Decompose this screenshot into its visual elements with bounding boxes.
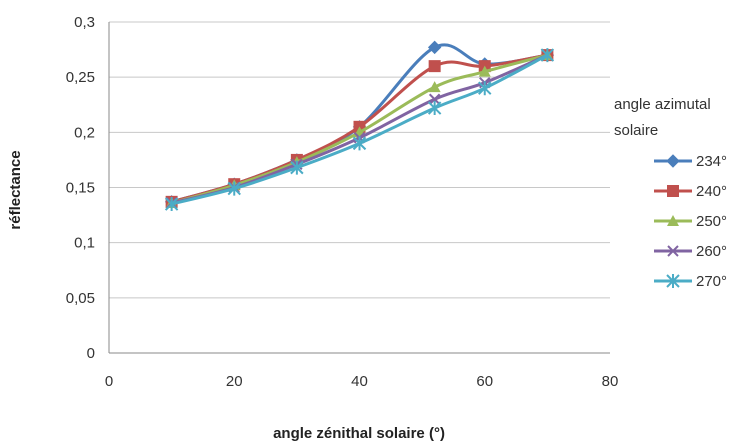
data-point bbox=[290, 160, 304, 175]
legend-marker bbox=[667, 185, 679, 197]
data-point bbox=[427, 101, 442, 116]
gridlines bbox=[109, 21, 610, 299]
data-point bbox=[478, 65, 491, 77]
data-point bbox=[478, 81, 492, 96]
legend-entry: 250° bbox=[654, 213, 727, 230]
y-tick-label: 0,3 bbox=[74, 14, 95, 31]
x-tick-label: 0 bbox=[105, 373, 113, 390]
x-tick-label: 80 bbox=[602, 373, 619, 390]
data-point bbox=[428, 60, 441, 73]
legend-entry: 270° bbox=[654, 273, 727, 290]
series-250 bbox=[165, 49, 554, 208]
legend-label: 270° bbox=[696, 273, 727, 290]
legend-label: 260° bbox=[696, 243, 727, 260]
legend-label: 250° bbox=[696, 213, 727, 230]
axes bbox=[108, 22, 610, 354]
data-point bbox=[227, 181, 241, 196]
series-lines bbox=[164, 40, 555, 212]
legend-marker bbox=[666, 154, 680, 168]
series-270 bbox=[164, 48, 555, 212]
legend-label: 234° bbox=[696, 153, 727, 170]
x-tick-labels: 0 20 40 60 80 bbox=[105, 373, 619, 390]
data-point bbox=[540, 48, 555, 63]
legend-entry: 260° bbox=[654, 243, 727, 260]
legend-entry: 234° bbox=[654, 153, 727, 170]
legend-marker bbox=[667, 215, 679, 226]
y-tick-label: 0,05 bbox=[66, 290, 95, 307]
x-axis-title: angle zénithal solaire (°) bbox=[273, 425, 445, 442]
legend-title-line-2: solaire bbox=[614, 122, 658, 139]
legend-title-line-1: angle azimutal bbox=[614, 96, 711, 113]
y-tick-label: 0,1 bbox=[74, 235, 95, 252]
data-point bbox=[352, 136, 367, 151]
legend-marker bbox=[667, 245, 679, 257]
data-point bbox=[428, 93, 441, 105]
y-axis-title: réflectance bbox=[7, 150, 24, 229]
legend-entry: 240° bbox=[654, 183, 727, 200]
legend-label: 240° bbox=[696, 183, 727, 200]
x-tick-label: 20 bbox=[226, 373, 243, 390]
data-point bbox=[428, 81, 441, 93]
x-tick-label: 60 bbox=[476, 373, 493, 390]
data-point bbox=[164, 197, 179, 212]
y-tick-label: 0,2 bbox=[74, 124, 95, 141]
y-tick-label: 0,15 bbox=[66, 180, 95, 197]
x-tick-label: 40 bbox=[351, 373, 368, 390]
legend: angle azimutal solaire 234° 240° 250° 260° 2… bbox=[614, 96, 727, 290]
data-point bbox=[427, 40, 442, 55]
y-tick-label: 0 bbox=[87, 345, 95, 362]
y-tick-label: 0,25 bbox=[66, 69, 95, 86]
y-tick-labels: 0 0,05 0,1 0,15 0,2 0,25 0,3 bbox=[66, 14, 95, 362]
legend-marker bbox=[666, 274, 680, 288]
